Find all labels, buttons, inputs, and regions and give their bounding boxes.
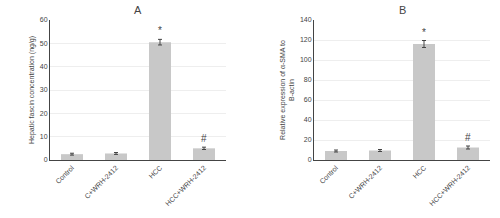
svg-text:*: * [158, 25, 162, 36]
svg-text:60: 60 [40, 16, 48, 23]
svg-text:HCC+WRH-2412: HCC+WRH-2412 [164, 164, 207, 207]
svg-text:20: 20 [304, 136, 312, 143]
svg-text:HCC+WRH-2412: HCC+WRH-2412 [428, 164, 471, 207]
svg-text:60: 60 [304, 96, 312, 103]
svg-text:C+WRH-2412: C+WRH-2412 [347, 164, 383, 200]
svg-text:40: 40 [40, 63, 48, 70]
svg-text:*: * [422, 27, 426, 38]
svg-text:B: B [399, 4, 406, 16]
svg-text:C+WRH-2412: C+WRH-2412 [83, 164, 119, 200]
svg-text:20: 20 [40, 110, 48, 117]
svg-text:140: 140 [300, 16, 312, 23]
svg-text:0: 0 [44, 156, 48, 163]
svg-text:HCC: HCC [412, 164, 428, 180]
svg-text:100: 100 [300, 56, 312, 63]
svg-text:Control: Control [54, 164, 75, 185]
svg-text:50: 50 [40, 40, 48, 47]
svg-text:40: 40 [304, 116, 312, 123]
svg-text:Hepatic fascin concentration (: Hepatic fascin concentration (ng/g) [28, 36, 36, 144]
svg-text:#: # [201, 133, 207, 144]
svg-text:30: 30 [40, 86, 48, 93]
svg-text:HCC: HCC [148, 164, 164, 180]
svg-text:120: 120 [300, 36, 312, 43]
svg-text:A: A [134, 4, 142, 16]
svg-text:Relative expression of α-SMA t: Relative expression of α-SMA toB-actin [279, 40, 295, 140]
svg-text:10: 10 [40, 133, 48, 140]
svg-text:0: 0 [308, 156, 312, 163]
svg-text:Control: Control [318, 164, 339, 185]
svg-text:#: # [465, 132, 471, 143]
svg-text:80: 80 [304, 76, 312, 83]
